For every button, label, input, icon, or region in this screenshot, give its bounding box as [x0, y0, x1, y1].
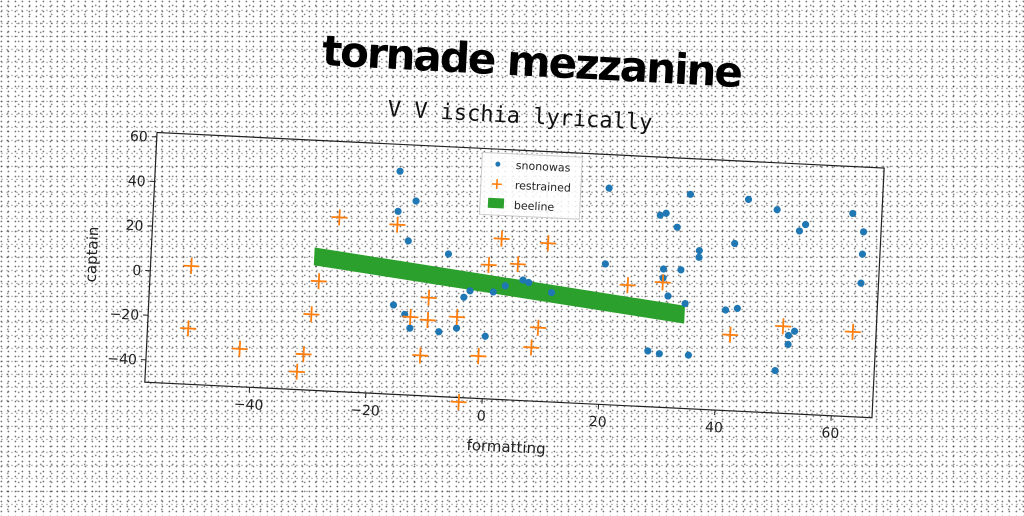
point-restrained [183, 258, 200, 275]
point-snonowas [734, 305, 742, 313]
point-restrained [180, 320, 197, 337]
point-snonowas [785, 332, 793, 340]
point-snonowas [687, 191, 695, 199]
point-snonowas [412, 197, 420, 205]
point-snonowas [695, 254, 703, 262]
point-restrained [449, 309, 466, 326]
point-restrained [450, 394, 467, 411]
point-restrained [289, 363, 306, 380]
legend-label-beeline: beeline [514, 199, 555, 214]
point-snonowas [849, 210, 857, 218]
point-snonowas [602, 260, 610, 268]
point-snonowas [394, 208, 402, 216]
point-restrained [419, 312, 436, 329]
point-snonowas [673, 223, 681, 231]
point-restrained [523, 339, 540, 356]
x-tick-label: 0 [476, 408, 486, 424]
point-snonowas [445, 250, 453, 258]
point-restrained [844, 324, 861, 341]
point-restrained [231, 340, 248, 357]
point-snonowas [605, 184, 613, 192]
point-snonowas [406, 324, 414, 332]
point-restrained [510, 256, 527, 273]
point-restrained [331, 209, 348, 226]
point-restrained [654, 274, 671, 291]
y-tick-label: −20 [109, 306, 139, 323]
point-restrained [722, 326, 739, 343]
point-snonowas [677, 266, 685, 274]
point-restrained [540, 235, 557, 252]
x-tick-label: 60 [821, 425, 840, 442]
y-axis-label: captain [82, 226, 103, 283]
x-axis-label: formatting [466, 436, 546, 458]
point-snonowas [460, 293, 468, 301]
x-tick-label: −40 [233, 397, 263, 414]
point-restrained [295, 346, 312, 363]
point-restrained [530, 319, 547, 336]
point-snonowas [796, 227, 804, 235]
x-tick-label: 40 [705, 420, 724, 437]
y-tick-label: −40 [107, 351, 137, 368]
point-snonowas [791, 327, 799, 335]
legend-marker-beeline [488, 198, 504, 209]
y-tick-label: 0 [132, 263, 142, 279]
point-snonowas [396, 167, 404, 175]
y-axis: −40 −20 0 20 40 60 [107, 128, 157, 369]
y-tick-label: 60 [130, 129, 149, 146]
point-snonowas [802, 221, 810, 229]
point-snonowas [857, 279, 865, 287]
point-snonowas [859, 250, 867, 258]
point-snonowas [656, 350, 664, 358]
point-restrained [310, 273, 327, 290]
x-tick-label: −20 [350, 402, 380, 419]
point-snonowas [771, 367, 779, 375]
point-snonowas [773, 206, 781, 214]
point-snonowas [685, 351, 693, 359]
x-tick-label: 20 [588, 414, 607, 431]
x-axis: −40 −20 0 20 40 60 [233, 387, 840, 443]
point-snonowas [731, 240, 739, 248]
point-snonowas [435, 328, 443, 336]
point-snonowas [644, 347, 652, 355]
point-snonowas [860, 228, 868, 236]
point-snonowas [745, 196, 753, 204]
point-snonowas [481, 332, 489, 340]
point-restrained [303, 306, 320, 323]
point-snonowas [405, 237, 413, 245]
point-snonowas [660, 265, 668, 273]
point-restrained [420, 289, 437, 306]
point-restrained [470, 348, 487, 365]
y-tick-label: 20 [125, 218, 144, 235]
point-snonowas [664, 292, 672, 300]
point-snonowas [390, 301, 398, 309]
point-snonowas [453, 324, 461, 332]
point-snonowas [696, 247, 704, 255]
point-snonowas [784, 341, 792, 349]
point-snonowas [722, 306, 730, 314]
legend: snonowas restrained beeline [479, 152, 582, 219]
legend-label-restrained: restrained [515, 179, 572, 195]
point-restrained [480, 257, 497, 274]
point-restrained [389, 216, 406, 233]
point-restrained [412, 347, 429, 364]
point-restrained [619, 277, 636, 294]
legend-label-snonowas: snonowas [516, 159, 571, 175]
point-restrained [493, 230, 510, 247]
y-tick-label: 40 [127, 173, 146, 190]
